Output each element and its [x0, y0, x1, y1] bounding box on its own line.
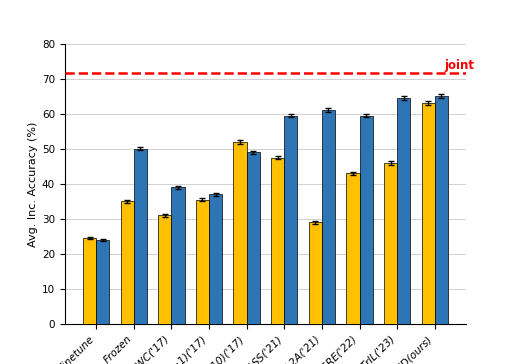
Bar [209, 194, 222, 324]
Bar [171, 187, 184, 324]
Text: joint: joint [444, 59, 474, 72]
Bar [397, 98, 410, 324]
Bar [435, 96, 448, 324]
Bar [134, 149, 147, 324]
Y-axis label: Avg. Inc. Accuracy (%): Avg. Inc. Accuracy (%) [28, 121, 38, 246]
Bar [347, 173, 359, 324]
Bar [234, 142, 247, 324]
Bar [83, 238, 96, 324]
Bar [121, 201, 134, 324]
Bar [96, 240, 109, 324]
Bar [271, 158, 284, 324]
Bar [309, 222, 322, 324]
Bar [384, 163, 397, 324]
Bar [196, 199, 209, 324]
Bar [284, 115, 297, 324]
Bar [158, 215, 171, 324]
Bar [359, 115, 373, 324]
Bar [422, 103, 435, 324]
Bar [322, 110, 335, 324]
Bar [247, 152, 260, 324]
